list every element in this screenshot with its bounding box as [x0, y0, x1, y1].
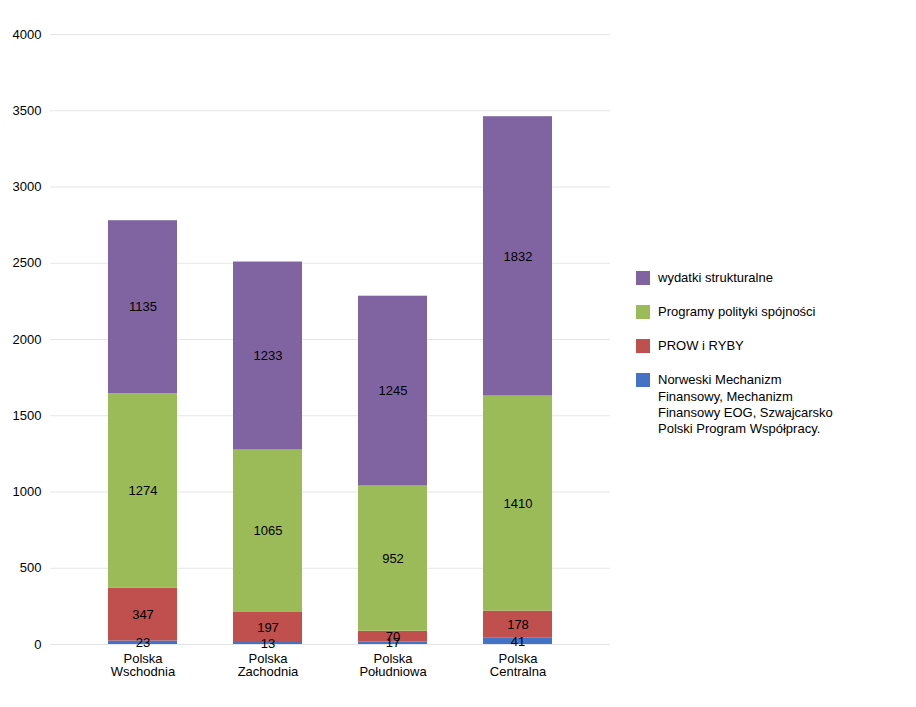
svg-text:500: 500	[20, 560, 42, 575]
html-text:PROW i RYBY: PROW i RYBY	[658, 338, 744, 354]
svg-text:1135: 1135	[129, 299, 157, 314]
svg-text:23: 23	[136, 634, 150, 649]
svg-text:1410: 1410	[504, 495, 533, 510]
svg-text:2000: 2000	[13, 331, 42, 346]
svg-text:PolskaZachodnia: PolskaZachodnia	[238, 650, 299, 678]
svg-text:1832: 1832	[504, 248, 533, 263]
svg-text:3500: 3500	[13, 102, 42, 117]
svg-text:1233: 1233	[254, 348, 283, 363]
svg-text:0: 0	[34, 636, 41, 651]
svg-text:197: 197	[257, 619, 279, 634]
svg-text:1274: 1274	[129, 483, 158, 498]
svg-text:PolskaCentralna: PolskaCentralna	[490, 650, 547, 678]
svg-text:70: 70	[386, 628, 400, 643]
svg-text:1500: 1500	[13, 407, 42, 422]
html-text:wydatki strukturalne: wydatki strukturalne	[658, 269, 773, 285]
svg-text:347: 347	[132, 606, 154, 621]
html-text:Norweski Mechanizm Finansowy,: Norweski Mechanizm Finansowy, Mechanizm …	[658, 372, 833, 437]
svg-text:41: 41	[511, 633, 525, 648]
svg-text:3000: 3000	[13, 179, 42, 194]
svg-text:4000: 4000	[13, 26, 42, 41]
svg-text:13: 13	[261, 635, 275, 650]
svg-text:PolskaPołudniowa: PolskaPołudniowa	[359, 650, 427, 678]
html-text:Programy polityki spójności: Programy polityki spójności	[658, 303, 816, 319]
svg-text:PolskaWschodnia: PolskaWschodnia	[111, 650, 176, 678]
svg-text:952: 952	[382, 550, 404, 565]
svg-text:178: 178	[507, 616, 529, 631]
svg-text:1065: 1065	[254, 523, 283, 538]
svg-text:1000: 1000	[13, 484, 42, 499]
svg-text:1245: 1245	[379, 383, 408, 398]
svg-text:2500: 2500	[13, 255, 42, 270]
